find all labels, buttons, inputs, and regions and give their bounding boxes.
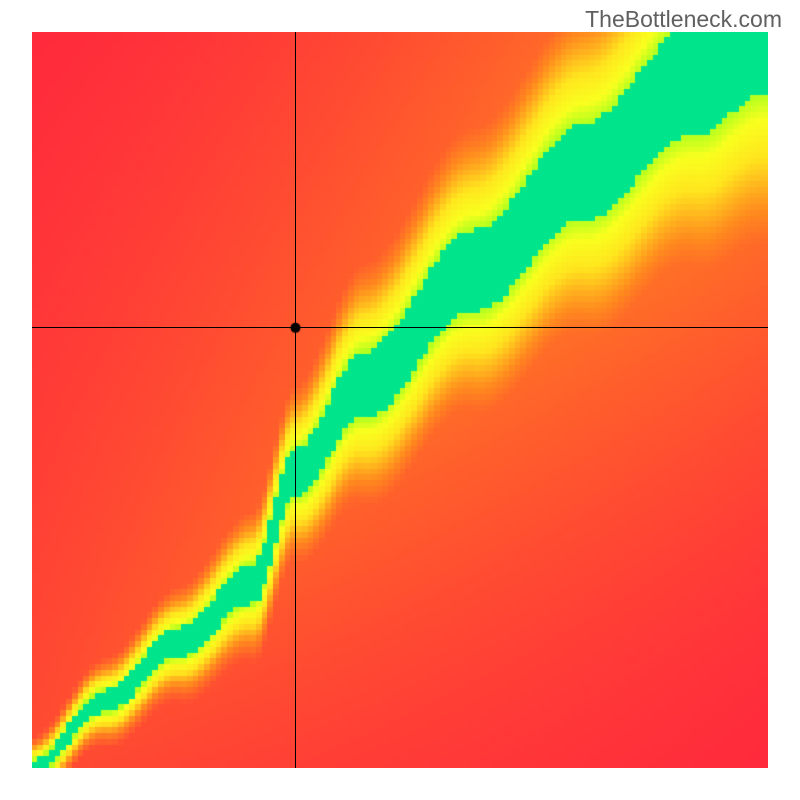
- chart-container: TheBottleneck.com: [0, 0, 800, 800]
- crosshair-marker: [32, 32, 768, 768]
- watermark-text: TheBottleneck.com: [585, 6, 782, 33]
- plot-area: [32, 32, 768, 768]
